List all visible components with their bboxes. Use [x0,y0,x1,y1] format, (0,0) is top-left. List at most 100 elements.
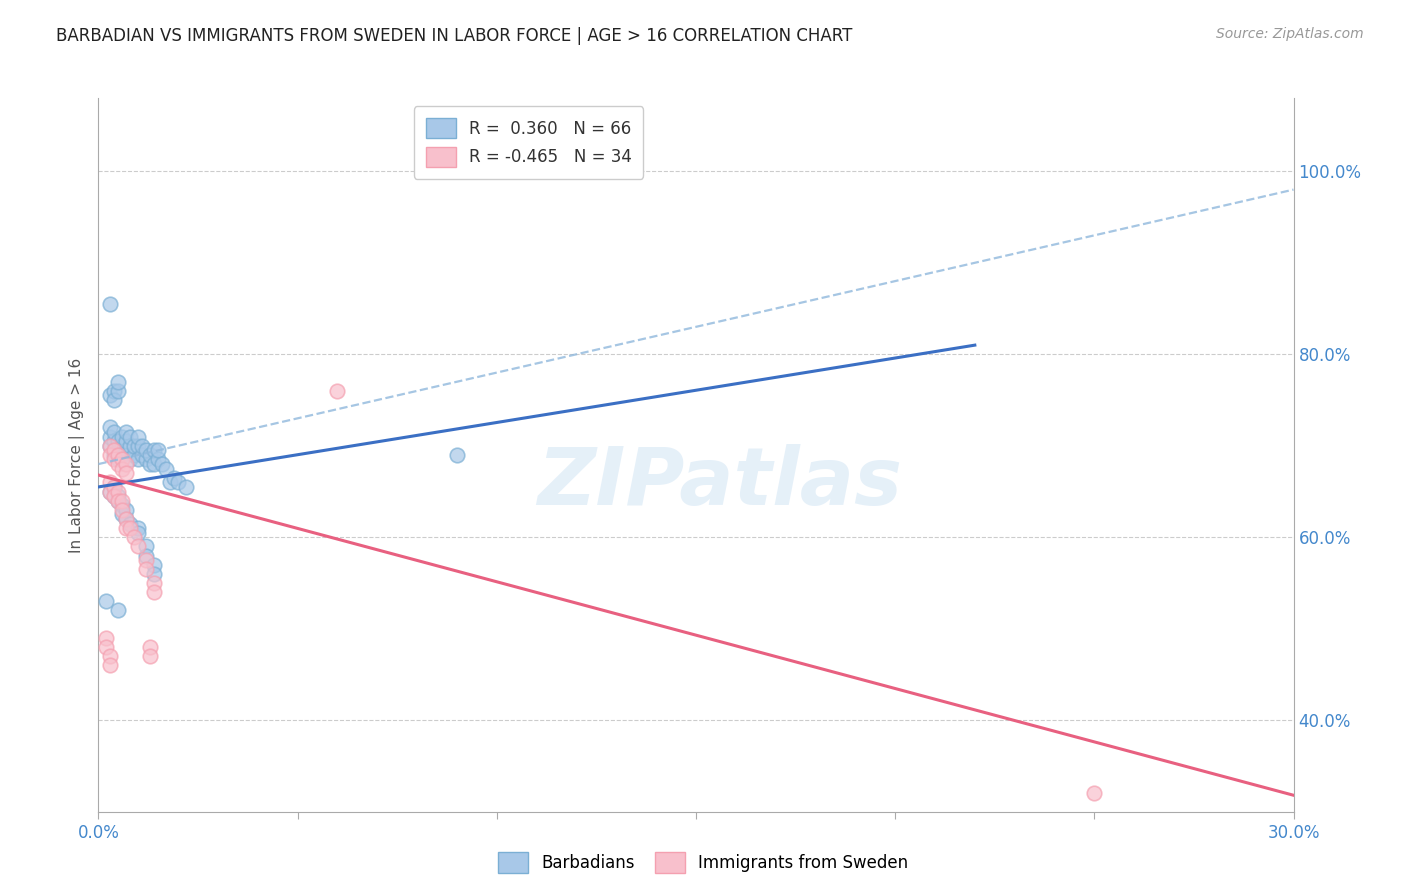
Point [326,384,349,398]
Point [98,439,122,453]
Point [107,493,129,508]
Point [103,392,125,407]
Point [115,503,138,517]
Point [103,452,125,467]
Point [143,576,166,591]
Point [103,434,125,449]
Point [124,530,146,544]
Point [148,452,170,467]
Point [111,508,134,522]
Point [131,439,153,453]
Point [120,521,142,535]
Point [127,540,149,554]
Legend: Barbadians, Immigrants from Sweden: Barbadians, Immigrants from Sweden [491,846,915,880]
Point [111,448,134,462]
Point [96,631,118,645]
Point [143,457,166,471]
Point [107,434,129,449]
Point [115,467,138,481]
Point [135,443,157,458]
Point [120,516,142,531]
Point [98,388,122,402]
Point [127,439,149,453]
Point [111,429,134,443]
Point [159,475,181,490]
Point [115,425,138,439]
Point [103,443,125,458]
Point [107,452,129,467]
Point [98,420,122,434]
Point [115,512,138,526]
Point [167,475,190,490]
Point [98,448,122,462]
Point [103,489,125,503]
Point [98,439,122,453]
Point [115,434,138,449]
Point [107,457,129,471]
Point [120,439,142,453]
Point [111,461,134,475]
Point [127,521,149,535]
Point [98,649,122,664]
Point [1083,786,1105,800]
Point [148,443,170,458]
Point [107,489,129,503]
Point [98,658,122,673]
Point [131,448,153,462]
Point [98,475,122,490]
Point [96,594,118,608]
Point [107,384,129,398]
Point [107,443,129,458]
Point [115,512,138,526]
Point [111,503,134,517]
Point [107,493,129,508]
Point [98,429,122,443]
Point [120,452,142,467]
Point [103,489,125,503]
Point [446,448,468,462]
Point [115,521,138,535]
Text: BARBADIAN VS IMMIGRANTS FROM SWEDEN IN LABOR FORCE | AGE > 16 CORRELATION CHART: BARBADIAN VS IMMIGRANTS FROM SWEDEN IN L… [56,27,852,45]
Point [143,443,166,458]
Point [124,439,146,453]
Point [103,384,125,398]
Point [143,585,166,599]
Point [135,562,157,576]
Point [107,484,129,499]
Point [127,452,149,467]
Point [127,429,149,443]
Point [139,457,162,471]
Point [135,540,157,554]
Point [115,443,138,458]
Point [139,649,162,664]
Point [143,558,166,572]
Point [124,448,146,462]
Point [155,461,177,475]
Point [107,375,129,389]
Text: Source: ZipAtlas.com: Source: ZipAtlas.com [1216,27,1364,41]
Point [565,164,588,178]
Legend: R =  0.360   N = 66, R = -0.465   N = 34: R = 0.360 N = 66, R = -0.465 N = 34 [413,106,644,178]
Point [103,480,125,494]
Point [107,448,129,462]
Point [150,457,173,471]
Point [143,566,166,581]
Point [96,640,118,654]
Point [163,471,186,485]
Point [135,452,157,467]
Point [111,439,134,453]
Point [107,603,129,617]
Point [139,448,162,462]
Point [103,480,125,494]
Point [120,429,142,443]
Point [111,493,134,508]
Point [139,640,162,654]
Point [135,549,157,563]
Point [98,484,122,499]
Point [127,525,149,540]
Point [103,448,125,462]
Point [103,425,125,439]
Text: ZIPatlas: ZIPatlas [537,444,903,523]
Point [174,480,197,494]
Point [111,498,134,512]
